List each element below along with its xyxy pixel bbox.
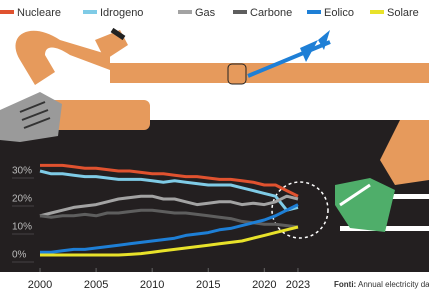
legend-swatch <box>83 10 97 14</box>
x-tick-label: 2000 <box>28 279 52 291</box>
source: Fonti: Annual electricity data <box>334 280 429 289</box>
legend-label: Gas <box>195 7 216 19</box>
x-tick-label: 2015 <box>196 279 220 291</box>
x-tick-label: 2010 <box>140 279 164 291</box>
source-label: Fonti: <box>334 280 356 289</box>
y-tick-label: 20% <box>12 194 32 205</box>
x-tick-label: 2005 <box>84 279 108 291</box>
legend-label: Idrogeno <box>100 7 143 19</box>
y-tick-label: 30% <box>12 166 32 177</box>
legend-swatch <box>233 10 247 14</box>
hand-right <box>228 64 246 84</box>
y-tick-label: 10% <box>12 222 32 233</box>
x-tick-label: 2023 <box>286 279 310 291</box>
legend-swatch <box>0 10 14 14</box>
legend-label: Solare <box>387 7 419 19</box>
infographic: Fonti: Annual electricity data Nucleare I… <box>0 0 429 295</box>
legend-label: Eolico <box>324 7 354 19</box>
y-tick-label: 0% <box>12 250 27 261</box>
source-text: Annual electricity data <box>358 280 429 289</box>
x-tick-label: 2020 <box>252 279 276 291</box>
legend-label: Carbone <box>250 7 292 19</box>
legend-swatch <box>307 10 321 14</box>
legend-swatch <box>178 10 192 14</box>
legend-swatch <box>370 10 384 14</box>
legend-label: Nucleare <box>17 7 61 19</box>
